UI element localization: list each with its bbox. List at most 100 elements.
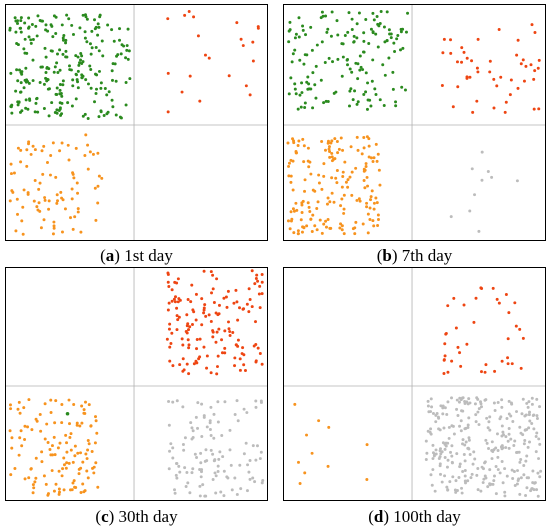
- dot: [371, 11, 375, 15]
- dot: [82, 490, 86, 494]
- dot: [446, 400, 450, 404]
- dot: [372, 207, 376, 211]
- dot: [341, 55, 345, 59]
- dot: [342, 211, 346, 215]
- dot: [68, 435, 72, 439]
- dot: [220, 433, 224, 437]
- dot: [186, 322, 190, 326]
- dot: [440, 450, 444, 454]
- dot: [431, 468, 435, 472]
- dot: [57, 487, 61, 491]
- dot: [492, 474, 496, 478]
- dot: [79, 58, 83, 62]
- dot: [521, 58, 525, 62]
- dot: [463, 459, 467, 463]
- dot: [309, 25, 313, 29]
- dot: [362, 31, 366, 35]
- dot: [525, 486, 529, 490]
- dot: [452, 432, 456, 436]
- dot: [516, 38, 520, 42]
- dot: [371, 219, 375, 223]
- dot: [446, 488, 450, 492]
- dot: [484, 476, 488, 480]
- dot: [26, 191, 30, 195]
- dot: [216, 469, 220, 473]
- dot: [197, 357, 201, 361]
- dot: [358, 54, 362, 58]
- dot: [352, 34, 356, 38]
- dot: [320, 40, 324, 44]
- dot: [504, 292, 508, 296]
- dot: [47, 199, 51, 203]
- dot: [188, 74, 192, 78]
- dot: [36, 110, 40, 114]
- dot: [45, 65, 49, 69]
- dot: [44, 71, 48, 75]
- dot: [467, 436, 471, 440]
- dot: [517, 477, 521, 481]
- dot: [533, 481, 537, 485]
- dot: [506, 356, 510, 360]
- dot: [250, 269, 254, 273]
- dot: [369, 156, 373, 160]
- dot: [83, 112, 87, 116]
- dot: [289, 174, 293, 178]
- dot: [504, 100, 508, 104]
- dot: [245, 489, 249, 493]
- dot: [454, 326, 458, 330]
- dot: [495, 84, 499, 88]
- dot: [251, 59, 255, 63]
- dot: [110, 78, 114, 82]
- dot: [181, 405, 185, 409]
- dot: [483, 370, 487, 374]
- dot: [103, 87, 107, 90]
- dot: [461, 438, 465, 442]
- dot: [518, 460, 522, 464]
- dot: [324, 225, 328, 229]
- dot: [19, 81, 23, 85]
- dot: [192, 15, 196, 19]
- dot: [317, 181, 321, 185]
- dot: [530, 402, 534, 406]
- dot: [288, 28, 292, 32]
- dot: [9, 162, 13, 166]
- dot: [40, 460, 44, 464]
- dot: [521, 336, 525, 340]
- dot: [500, 424, 504, 428]
- dot: [531, 481, 535, 485]
- dot: [236, 338, 240, 342]
- dot: [83, 36, 87, 40]
- dot: [185, 470, 189, 474]
- dot: [467, 416, 471, 420]
- dot: [446, 370, 450, 374]
- dot: [95, 431, 99, 435]
- dot: [75, 181, 79, 185]
- dot: [27, 16, 31, 20]
- dot: [20, 70, 24, 74]
- dot: [253, 320, 257, 324]
- dot: [522, 442, 526, 446]
- dot: [8, 28, 12, 32]
- dot: [94, 25, 98, 29]
- dot: [308, 210, 312, 214]
- dot: [20, 109, 24, 113]
- dot: [213, 471, 217, 475]
- dot: [43, 402, 47, 406]
- dot: [242, 307, 246, 311]
- dot: [330, 191, 334, 195]
- dot: [389, 32, 393, 36]
- dot: [22, 188, 26, 192]
- dot: [85, 40, 89, 44]
- dot: [330, 159, 334, 163]
- dot: [211, 287, 215, 291]
- dot: [167, 399, 171, 403]
- dot: [440, 84, 444, 88]
- dot: [370, 79, 374, 83]
- dot: [497, 28, 501, 31]
- dot: [337, 147, 341, 151]
- dot: [189, 300, 193, 304]
- dot: [89, 52, 93, 56]
- dot: [438, 462, 442, 466]
- dot: [487, 447, 491, 451]
- dot: [55, 61, 59, 65]
